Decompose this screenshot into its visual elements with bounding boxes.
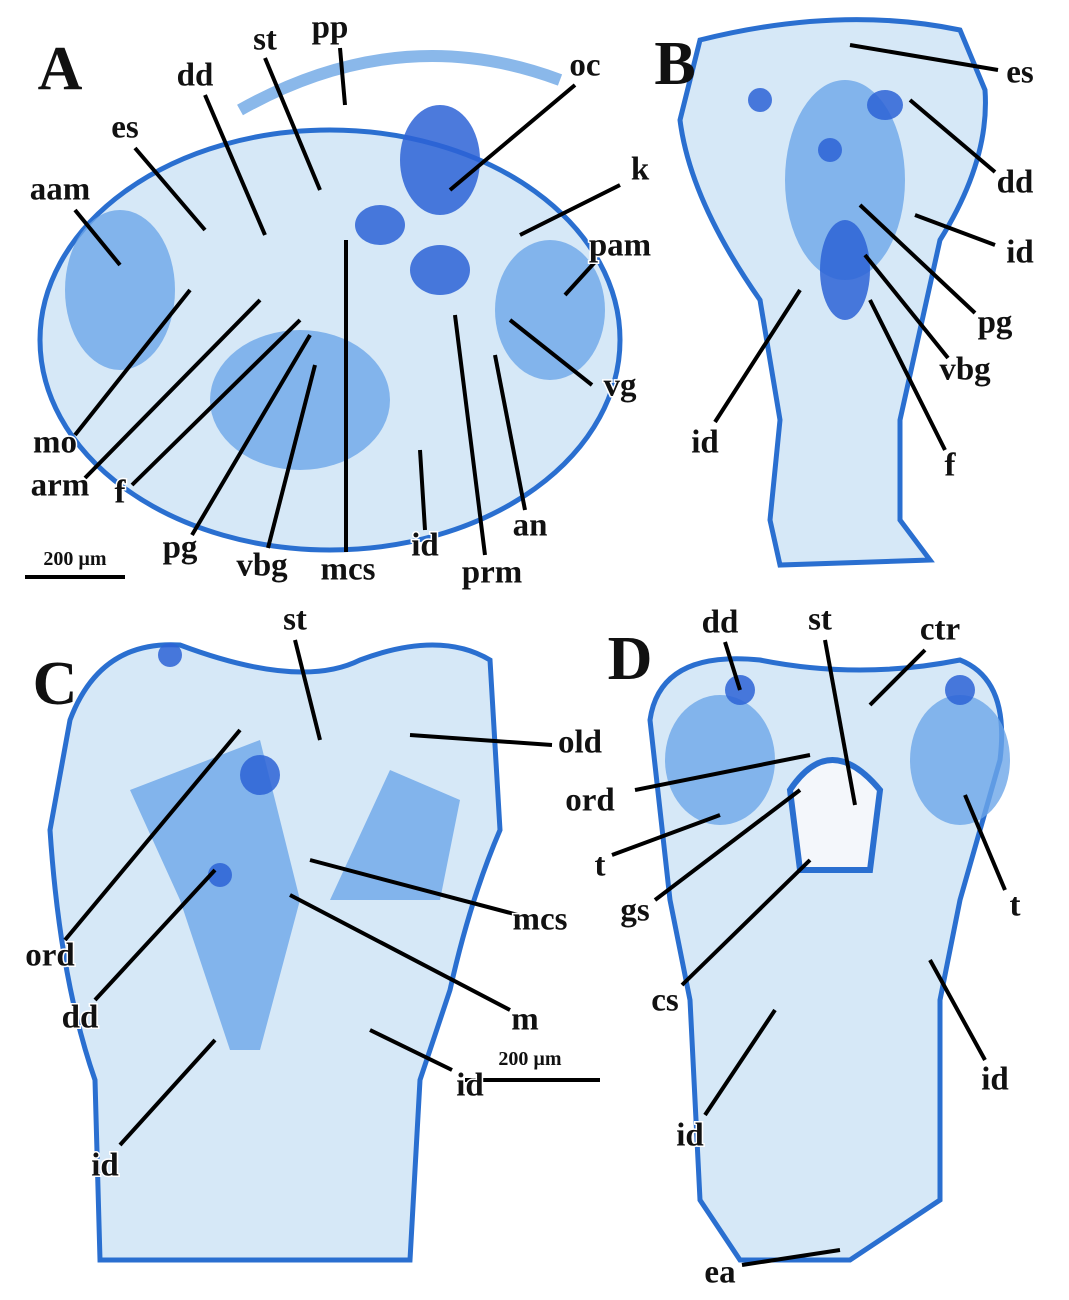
structure-label: id (411, 528, 439, 564)
structure-label: ea (704, 1255, 735, 1291)
structure-label: id (676, 1118, 704, 1154)
structure-label: mcs (321, 552, 376, 588)
structure-label: mcs (513, 902, 568, 938)
structure-label: ord (565, 783, 615, 819)
structure-label: dd (702, 605, 739, 641)
structure-label: f (945, 448, 957, 484)
structure-label: es (111, 110, 139, 146)
panel-letter: C (33, 650, 78, 718)
structure-label: id (691, 425, 719, 461)
structure-label: dd (177, 58, 214, 94)
structure-label: ctr (920, 612, 960, 648)
structure-label: dd (997, 165, 1034, 201)
panel-letter: D (608, 625, 653, 693)
structure-label: pam (589, 228, 651, 264)
structure-label: old (558, 725, 602, 761)
panel-letter: A (38, 35, 83, 103)
scale-bar-label: 200 µm (498, 1048, 562, 1070)
figure: Astppddoceskaampammovgarmanfpgvbgmcsidpr… (0, 0, 1069, 1300)
structure-label: cs (651, 983, 679, 1019)
structure-label: id (981, 1062, 1009, 1098)
structure-label: id (91, 1148, 119, 1184)
structure-label: an (513, 508, 548, 544)
structure-label: es (1006, 55, 1034, 91)
structure-label: id (456, 1068, 484, 1104)
structure-label: gs (620, 893, 650, 929)
tissue-b (680, 20, 985, 565)
structure-label: st (253, 22, 277, 58)
tissue-d (650, 659, 1010, 1260)
panel-letter: B (654, 30, 695, 98)
structure-label: t (595, 848, 606, 884)
structure-label: f (115, 475, 127, 511)
structure-label: t (1010, 888, 1021, 924)
structure-label: prm (462, 555, 523, 591)
structure-label: pg (978, 305, 1013, 341)
structure-label: mo (33, 425, 77, 461)
structure-label: k (631, 152, 650, 188)
structure-label: oc (569, 48, 600, 84)
structure-label: m (511, 1002, 539, 1038)
scale-bar-label: 200 µm (43, 548, 107, 570)
structure-label: st (283, 602, 307, 638)
structure-label: vg (604, 368, 638, 404)
structure-label: st (808, 602, 832, 638)
structure-label: ord (25, 938, 75, 974)
structure-label: pg (163, 530, 198, 566)
structure-label: id (1006, 235, 1034, 271)
structure-label: dd (62, 1000, 99, 1036)
structure-label: vbg (236, 548, 288, 584)
structure-label: aam (30, 172, 91, 208)
structure-label: arm (31, 468, 90, 504)
leader-line (340, 48, 345, 105)
structure-label: pp (312, 10, 349, 46)
structure-label: vbg (939, 352, 991, 388)
